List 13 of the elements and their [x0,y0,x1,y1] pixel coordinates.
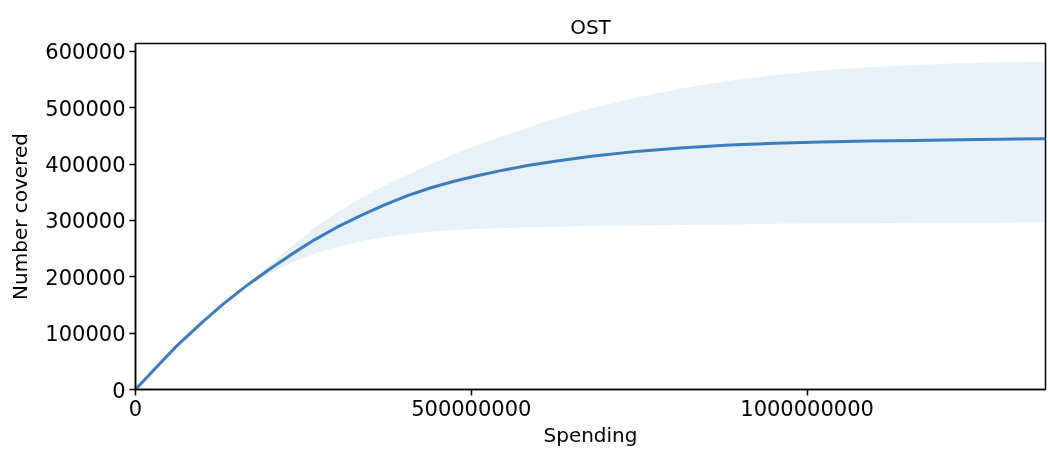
y-tick-label: 400000 [45,153,126,178]
chart-title: OST [570,14,612,39]
y-axis-title: Number covered [8,133,33,300]
x-axis-title: Spending [543,422,638,447]
y-tick-label: 200000 [45,265,126,290]
x-tick-label: 1000000000 [740,396,874,421]
y-tick-label: 500000 [45,96,126,121]
y-tick-label: 100000 [45,322,126,347]
y-tick-label: 300000 [45,209,126,234]
y-tick-label: 0 [112,378,126,403]
y-tick-label: 600000 [45,40,126,65]
x-tick-label: 0 [128,396,143,421]
x-tick-label: 500000000 [411,396,532,421]
